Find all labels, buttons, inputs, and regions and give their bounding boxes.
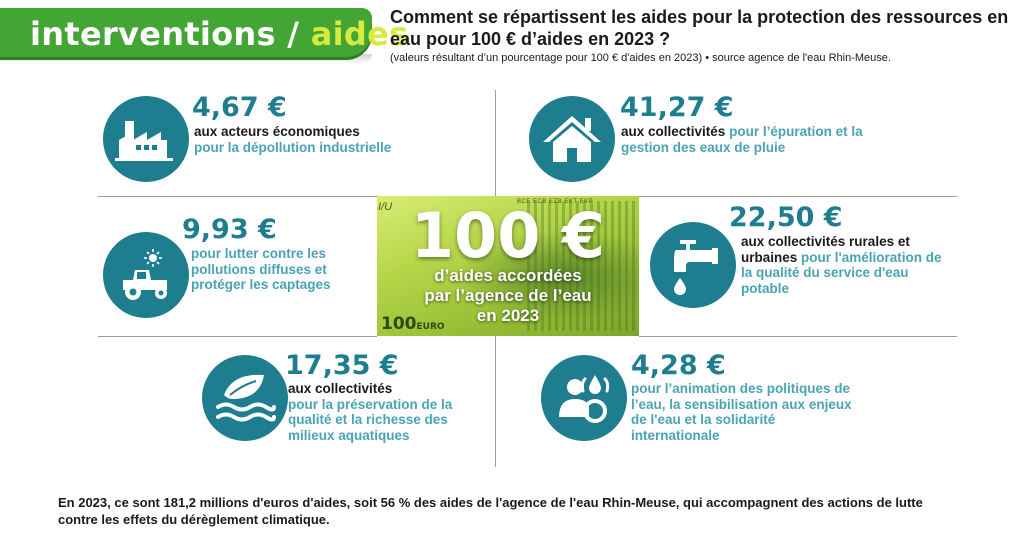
item-amount: 41,27 € [620,92,734,123]
tab-word-aides: aides [310,15,409,53]
item-amount: 17,35 € [285,350,399,381]
item-amount: 9,93 € [182,214,277,245]
header-tab [0,8,372,60]
divider-top-left [98,196,377,197]
total-description: d’aides accordées par l’agence de l’eau … [377,266,639,326]
total-amount: 100 € [410,199,606,272]
tab-separator: / [275,15,311,53]
item-description: aux collectivités pour l’épuration et la… [621,124,891,155]
faucet-icon [650,222,736,308]
item-description: aux collectivités pour la préservation d… [288,381,453,443]
item-description: pour lutter contre les pollutions diffus… [191,246,366,293]
divider-bottom-left [98,336,377,337]
page-subtitle: (valeurs résultant d’un pourcentage pour… [390,52,891,64]
item-desc-dark: aux collectivités [288,381,393,396]
banknote-serials: BCE ECB EZB EKT EKP [517,199,594,205]
item-desc-dark: aux collectivités [621,124,726,139]
item-description: pour l’animation des politiques de l’eau… [631,381,861,443]
footer-note: En 2023, ce sont 181,2 millions d'euros … [58,495,923,527]
item-description: aux collectivités rurales et urbaines po… [741,234,956,296]
factory-icon [103,96,189,182]
item-amount: 4,67 € [192,92,287,123]
item-desc-dark: aux acteurs économiques [194,124,360,139]
item-desc-light: pour l’animation des politiques de l’eau… [631,381,852,443]
divider-bottom-right [639,336,957,337]
tab-word-interventions: interventions [30,15,276,53]
banknote-value: 100EURO [381,314,445,334]
people-water-icon [541,355,627,441]
divider-top-right [639,196,957,197]
tractor-icon [103,232,189,318]
banknote-currency: EURO [416,322,445,332]
item-desc-light: pour lutter contre les pollutions diffus… [191,246,331,292]
banknote-stripes [527,201,635,331]
page-title: Comment se répartissent les aides pour l… [390,7,1009,49]
item-amount: 4,28 € [631,350,726,381]
item-description: aux acteurs économiques pour la dépollut… [194,124,464,155]
item-desc-light: pour la préservation de la qualité et la… [288,396,453,443]
total-desc-line: en 2023 [476,306,540,325]
item-desc-light: pour l’épuration et la gestion des eaux … [621,124,863,155]
total-desc-line: d’aides accordées [434,266,582,285]
banknote-code: I/U [378,201,393,213]
item-amount: 22,50 € [729,202,843,233]
item-desc-light: pour la dépollution industrielle [194,139,392,155]
item-desc-light: pour l'amélioration de la qualité du ser… [741,249,942,296]
total-desc-line: par l’agence de l’eau [424,286,592,305]
banknote-image: I/U BCE ECB EZB EKT EKP 100EURO 100 € d’… [377,196,639,336]
leaf-water-icon [202,355,288,441]
house-icon [529,96,615,182]
header-tab-label: interventions / aides [30,15,408,53]
item-desc-dark: aux collectivités rurales et urbaines [741,234,910,265]
banknote-value-number: 100 [381,314,417,334]
